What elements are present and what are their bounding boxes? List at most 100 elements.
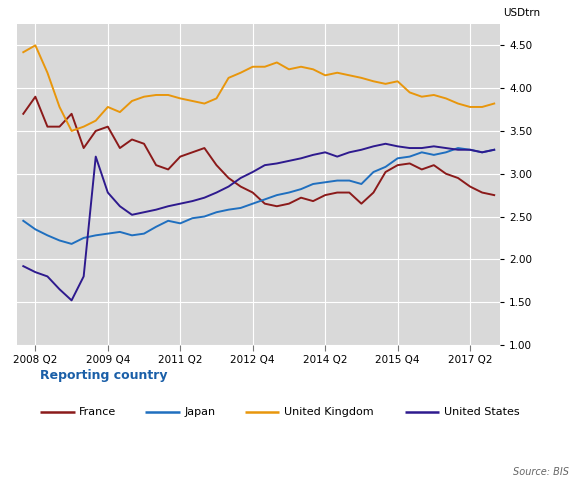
United Kingdom [213, 95, 220, 101]
United Kingdom [56, 104, 63, 110]
France [250, 190, 256, 195]
France [20, 111, 26, 117]
United States [370, 143, 377, 149]
United States [274, 160, 281, 166]
United States [358, 147, 365, 153]
Japan [443, 149, 450, 155]
France [93, 128, 99, 134]
Japan [117, 229, 124, 235]
United States [129, 212, 136, 217]
Japan [382, 164, 389, 170]
France [117, 145, 124, 151]
Line: France: France [23, 97, 494, 206]
France [479, 190, 486, 195]
Japan [44, 232, 51, 238]
France [334, 190, 341, 195]
France [44, 124, 51, 129]
Text: Japan: Japan [185, 407, 216, 417]
Japan [56, 238, 63, 243]
France [81, 145, 87, 151]
United States [189, 198, 196, 204]
Japan [298, 186, 305, 192]
United Kingdom [322, 72, 329, 78]
Japan [455, 145, 462, 151]
France [370, 190, 377, 195]
France [213, 162, 220, 168]
Japan [20, 218, 26, 224]
United States [443, 145, 450, 151]
Japan [153, 224, 160, 229]
United Kingdom [262, 64, 269, 69]
United States [407, 145, 413, 151]
United States [491, 147, 498, 153]
France [105, 124, 112, 129]
United States [177, 201, 184, 206]
United Kingdom [129, 98, 136, 104]
France [68, 111, 75, 117]
United Kingdom [467, 104, 474, 110]
Japan [467, 147, 474, 153]
Text: Reporting country: Reporting country [40, 369, 168, 382]
United States [286, 158, 293, 164]
United Kingdom [105, 104, 112, 110]
United States [237, 175, 244, 181]
Japan [177, 220, 184, 226]
Japan [286, 190, 293, 195]
United Kingdom [298, 64, 305, 69]
United States [105, 190, 112, 195]
United Kingdom [32, 43, 39, 48]
United States [81, 274, 87, 279]
United States [479, 149, 486, 155]
United Kingdom [68, 128, 75, 134]
France [141, 141, 148, 147]
Japan [419, 149, 426, 155]
United States [44, 274, 51, 279]
Japan [225, 207, 232, 213]
France [298, 195, 305, 201]
United States [141, 209, 148, 215]
France [467, 183, 474, 189]
United States [334, 154, 341, 160]
France [310, 198, 317, 204]
United States [430, 143, 438, 149]
United States [250, 169, 256, 175]
United States [201, 195, 208, 201]
United Kingdom [394, 79, 401, 84]
United Kingdom [81, 124, 87, 129]
United States [68, 297, 75, 303]
United Kingdom [310, 67, 317, 72]
France [430, 162, 438, 168]
United States [394, 143, 401, 149]
United Kingdom [201, 101, 208, 106]
United States [346, 149, 353, 155]
France [129, 137, 136, 142]
Japan [322, 180, 329, 185]
United Kingdom [165, 92, 172, 98]
France [237, 183, 244, 189]
United Kingdom [407, 90, 413, 95]
United Kingdom [334, 70, 341, 76]
United Kingdom [189, 98, 196, 104]
United Kingdom [455, 101, 462, 106]
Japan [394, 156, 401, 161]
United States [20, 263, 26, 269]
Text: United States: United States [444, 407, 520, 417]
Japan [141, 231, 148, 237]
France [153, 162, 160, 168]
France [394, 162, 401, 168]
Japan [93, 232, 99, 238]
France [455, 175, 462, 181]
United States [310, 152, 317, 158]
United Kingdom [346, 72, 353, 78]
France [165, 167, 172, 172]
France [177, 154, 184, 160]
United States [322, 149, 329, 155]
France [407, 160, 413, 166]
Japan [479, 149, 486, 155]
United States [32, 269, 39, 275]
Japan [165, 218, 172, 224]
United States [153, 207, 160, 213]
United States [382, 141, 389, 147]
United Kingdom [382, 81, 389, 87]
Japan [310, 181, 317, 187]
